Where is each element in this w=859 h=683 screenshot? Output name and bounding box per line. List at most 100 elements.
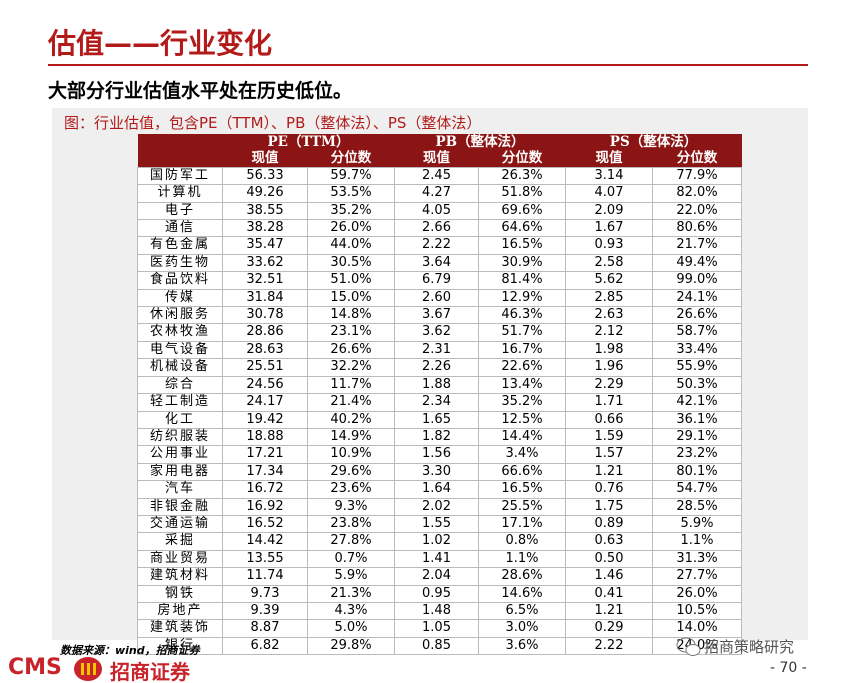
cell: 2.58 <box>565 253 653 273</box>
cell: 33.4% <box>652 340 742 360</box>
cell: 3.64 <box>394 253 479 273</box>
cell: 1.55 <box>394 514 479 534</box>
cell: 40.2% <box>307 410 395 429</box>
cell: 0.41 <box>565 584 653 603</box>
cell: 16.52 <box>222 514 308 534</box>
industry: 有色金属 <box>137 236 223 255</box>
cell: 22.6% <box>478 358 566 377</box>
cell: 12.9% <box>478 288 566 308</box>
cell: 14.8% <box>307 306 395 325</box>
cell: 28.86 <box>222 323 308 342</box>
cell: 4.3% <box>307 601 395 621</box>
valuation-table: PE（TTM） PB（整体法） PS（整体法） 现值 分位数 现值 分位数 现值 分位数 国防军工… <box>137 134 742 656</box>
cell: 64.6% <box>478 219 566 238</box>
cell: 6.5% <box>478 601 566 621</box>
cell: 33.62 <box>222 253 308 273</box>
cell: 44.0% <box>307 236 395 255</box>
cell: 1.64 <box>394 480 479 499</box>
industry: 国防军工 <box>137 166 223 186</box>
data-row: 计算机 49.26 53.5% 4.27 51.8% 4.07 82.0% <box>137 184 742 203</box>
subheader: 分位数 <box>478 150 566 168</box>
cell: 54.7% <box>652 480 742 499</box>
cell: 2.02 <box>394 497 479 516</box>
data-row: 纺织服装 18.88 14.9% 1.82 14.4% 1.59 29.1% <box>137 427 742 447</box>
cell: 31.3% <box>652 549 742 569</box>
logo-cn: 招商证券 <box>110 660 190 683</box>
cell: 38.55 <box>222 201 308 221</box>
cell: 3.30 <box>394 462 479 482</box>
cell: 18.88 <box>222 427 308 447</box>
industry: 休闲服务 <box>137 306 223 325</box>
cell: 24.56 <box>222 375 308 395</box>
industry: 非银金融 <box>137 497 223 516</box>
cell: 1.67 <box>565 219 653 238</box>
cell: 49.26 <box>222 184 308 203</box>
cell: 2.12 <box>565 323 653 342</box>
cell: 17.34 <box>222 462 308 482</box>
industry: 轻工制造 <box>137 393 223 412</box>
cell: 9.39 <box>222 601 308 621</box>
cell: 55.9% <box>652 358 742 377</box>
data-row: 电子 38.55 35.2% 4.05 69.6% 2.09 22.0% <box>137 201 742 221</box>
cell: 35.2% <box>478 393 566 412</box>
cell: 28.6% <box>478 567 566 586</box>
cell: 2.04 <box>394 567 479 586</box>
cell: 5.62 <box>565 271 653 290</box>
cell: 2.31 <box>394 340 479 360</box>
cell: 1.82 <box>394 427 479 447</box>
cell: 19.42 <box>222 410 308 429</box>
industry: 机械设备 <box>137 358 223 377</box>
cell: 0.66 <box>565 410 653 429</box>
cell: 2.26 <box>394 358 479 377</box>
cell: 23.2% <box>652 445 742 464</box>
logo-text: CMS <box>8 655 62 680</box>
title-rule <box>48 64 808 66</box>
cell: 1.46 <box>565 567 653 586</box>
cell: 1.02 <box>394 532 479 551</box>
cell: 4.07 <box>565 184 653 203</box>
cell: 14.0% <box>652 619 742 638</box>
group-header: PB（整体法） <box>394 134 566 151</box>
cell: 51.8% <box>478 184 566 203</box>
data-row: 建筑材料 11.74 5.9% 2.04 28.6% 1.46 27.7% <box>137 567 742 586</box>
cell: 26.0% <box>652 584 742 603</box>
cell: 26.6% <box>307 340 395 360</box>
cell: 0.8% <box>478 532 566 551</box>
cell: 24.1% <box>652 288 742 308</box>
cell: 32.2% <box>307 358 395 377</box>
cell: 16.72 <box>222 480 308 499</box>
cell: 15.0% <box>307 288 395 308</box>
cell: 49.4% <box>652 253 742 273</box>
industry: 公用事业 <box>137 445 223 464</box>
industry: 汽车 <box>137 480 223 499</box>
cell: 16.5% <box>478 236 566 255</box>
cell: 9.73 <box>222 584 308 603</box>
data-row: 采掘 14.42 27.8% 1.02 0.8% 0.63 1.1% <box>137 532 742 551</box>
cell: 3.6% <box>478 636 566 656</box>
industry: 综合 <box>137 375 223 395</box>
cell: 0.89 <box>565 514 653 534</box>
cell: 5.9% <box>307 567 395 586</box>
cell: 16.5% <box>478 480 566 499</box>
cell: 2.22 <box>565 636 653 656</box>
cell: 14.42 <box>222 532 308 551</box>
cell: 1.75 <box>565 497 653 516</box>
industry: 建筑装饰 <box>137 619 223 638</box>
cell: 12.5% <box>478 410 566 429</box>
cell: 3.62 <box>394 323 479 342</box>
cell: 51.7% <box>478 323 566 342</box>
cell: 0.95 <box>394 584 479 603</box>
cell: 0.29 <box>565 619 653 638</box>
cell: 1.98 <box>565 340 653 360</box>
page-number: - 70 - <box>770 660 807 676</box>
cell: 10.9% <box>307 445 395 464</box>
cell: 3.4% <box>478 445 566 464</box>
data-row: 公用事业 17.21 10.9% 1.56 3.4% 1.57 23.2% <box>137 445 742 464</box>
cell: 35.47 <box>222 236 308 255</box>
cell: 17.21 <box>222 445 308 464</box>
subheader: 现值 <box>565 150 653 168</box>
cell: 2.60 <box>394 288 479 308</box>
cell: 1.1% <box>652 532 742 551</box>
cell: 2.66 <box>394 219 479 238</box>
cell: 16.92 <box>222 497 308 516</box>
